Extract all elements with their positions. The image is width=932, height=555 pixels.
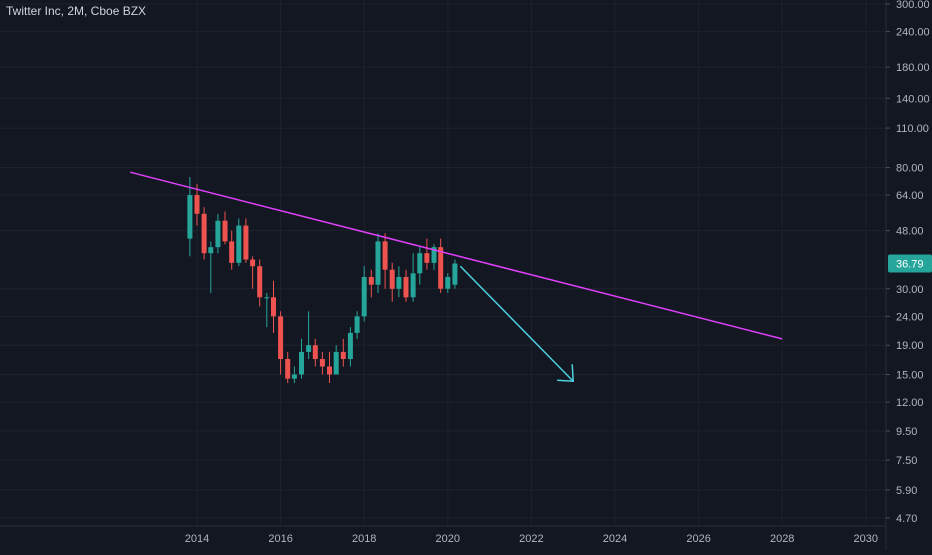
candle-body	[431, 247, 437, 263]
candle-body	[187, 195, 193, 239]
y-tick-label: 80.00	[896, 162, 924, 174]
y-tick-label: 4.70	[896, 513, 917, 525]
y-tick-label: 15.00	[896, 369, 924, 381]
x-tick-label: 2020	[436, 533, 460, 545]
candle-body	[424, 253, 430, 263]
y-tick-label: 24.00	[896, 311, 924, 323]
candle-body	[410, 273, 416, 298]
candle-body	[375, 241, 381, 285]
candle-body	[327, 366, 333, 375]
candle-body	[215, 220, 221, 248]
candle-body	[236, 225, 242, 263]
y-tick-label: 12.00	[896, 397, 924, 409]
last-price-tag	[888, 254, 932, 273]
arrow-head	[557, 364, 574, 383]
price-axis[interactable]: 300.00 240.00 180.00 140.00 110.00 80.00 64.00…	[885, 0, 932, 550]
candle-body	[278, 316, 284, 360]
candle-body	[396, 276, 402, 289]
y-tick-label: 300.00	[896, 0, 930, 11]
candle-body	[194, 195, 200, 214]
candle-body	[257, 266, 263, 298]
candle-body	[403, 276, 409, 298]
y-tick-label: 240.00	[896, 27, 930, 39]
time-axis[interactable]: 2014 2016 2018 2020 2022 2024 2026 2028 2030	[0, 525, 886, 545]
x-tick-label: 2014	[185, 533, 209, 545]
candle-body	[445, 276, 451, 289]
candle-body	[354, 316, 360, 333]
y-tick-label: 180.00	[896, 62, 930, 74]
symbol-title[interactable]: Twitter Inc, 2M, Cboe BZX	[6, 4, 147, 18]
candle-body	[229, 241, 235, 263]
candle-body	[264, 297, 270, 299]
x-tick-label: 2024	[603, 533, 627, 545]
candle-body	[222, 220, 228, 242]
candle-body	[285, 359, 291, 379]
y-tick-label: 30.00	[896, 284, 924, 296]
candle-body	[361, 276, 367, 317]
drawings	[129, 171, 783, 383]
trendline	[129, 171, 783, 340]
y-tick-label: 48.00	[896, 226, 924, 238]
x-tick-label: 2018	[352, 533, 376, 545]
y-tick-label: 110.00	[896, 123, 929, 135]
candle-body	[340, 351, 346, 360]
y-tick-label: 5.90	[896, 485, 917, 497]
candle-body	[452, 263, 458, 285]
candle-body	[243, 225, 249, 260]
x-tick-label: 2030	[854, 533, 878, 545]
candle-body	[299, 351, 304, 375]
y-tick-label: 140.00	[896, 93, 930, 105]
candle-body	[368, 276, 374, 285]
y-tick-label: 9.50	[896, 426, 917, 438]
x-tick-label: 2016	[268, 533, 292, 545]
candle-body	[347, 332, 353, 360]
candle-body	[319, 359, 325, 367]
x-tick-label: 2028	[770, 533, 794, 545]
candle-body	[312, 345, 318, 360]
y-tick-label: 7.50	[896, 455, 917, 467]
last-price-label: 36.79	[896, 259, 924, 271]
grid	[0, 0, 886, 526]
candle-body	[389, 269, 395, 289]
candle-body	[208, 247, 214, 254]
candle-body	[291, 374, 297, 379]
candle-body	[333, 351, 339, 375]
candle-body	[382, 241, 388, 270]
candle-body	[270, 297, 276, 317]
candle-body	[201, 213, 207, 254]
candle-body	[438, 247, 444, 289]
x-tick-label: 2026	[686, 533, 710, 545]
y-tick-label: 64.00	[896, 190, 924, 202]
candles	[187, 177, 458, 384]
y-tick-label: 19.00	[896, 340, 924, 352]
candle-body	[417, 253, 423, 274]
candle-body	[250, 259, 256, 267]
x-tick-label: 2022	[519, 533, 543, 545]
candle-body	[306, 345, 312, 352]
arrow-line	[459, 265, 574, 382]
